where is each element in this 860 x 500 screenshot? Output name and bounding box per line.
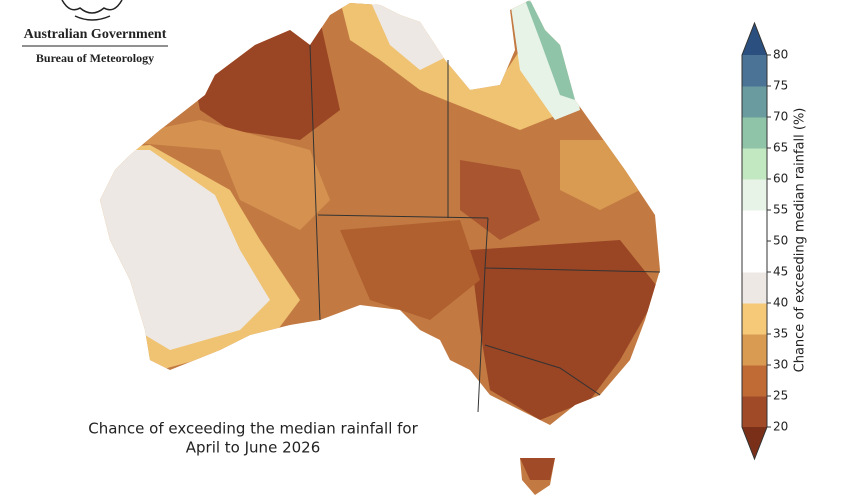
colorbar-tick-label: 40 xyxy=(773,296,788,310)
colorbar-tick-label: 65 xyxy=(773,141,788,155)
colorbar-tick-label: 35 xyxy=(773,327,788,341)
colorbar-segment xyxy=(742,365,767,397)
colorbar-extend-low xyxy=(742,427,767,459)
colorbar-segment xyxy=(742,179,767,211)
caption-line: April to June 2026 xyxy=(186,439,321,457)
colorbar: 20 25 30 35 40 45 50 55 60 65 70 75 80 xyxy=(741,21,788,461)
colorbar-extend-high xyxy=(742,23,767,55)
colorbar-segment xyxy=(742,55,767,87)
colorbar-tick-label: 75 xyxy=(773,79,788,93)
colorbar-label: Chance of exceeding median rainfall (%) xyxy=(793,108,808,373)
bureau-name: Bureau of Meteorology xyxy=(36,51,154,65)
colorbar-segment xyxy=(742,334,767,366)
caption-line: Chance of exceeding the median rainfall … xyxy=(88,420,418,438)
colorbar-segment xyxy=(742,396,767,428)
colorbar-tick-label: 25 xyxy=(773,389,788,403)
colorbar-tick-label: 50 xyxy=(773,234,788,248)
colorbar-tick-label: 55 xyxy=(773,203,788,217)
colorbar-tick-label: 30 xyxy=(773,358,788,372)
colorbar-segment xyxy=(742,272,767,304)
colorbar-segment xyxy=(742,117,767,149)
colorbar-segment xyxy=(742,241,767,273)
colorbar-tick-label: 70 xyxy=(773,110,788,124)
colorbar-segment xyxy=(742,86,767,118)
colorbar-tick-label: 45 xyxy=(773,265,788,279)
state-borders xyxy=(309,44,661,413)
agency-name: Australian Government xyxy=(24,27,167,42)
colorbar-tick-label: 60 xyxy=(773,172,788,186)
colorbar-tick-label: 80 xyxy=(773,48,788,62)
colorbar-tick-label: 20 xyxy=(773,420,788,434)
colorbar-segment xyxy=(742,148,767,180)
colorbar-segment xyxy=(742,210,767,242)
crest xyxy=(61,0,123,21)
colorbar-segment xyxy=(742,303,767,335)
